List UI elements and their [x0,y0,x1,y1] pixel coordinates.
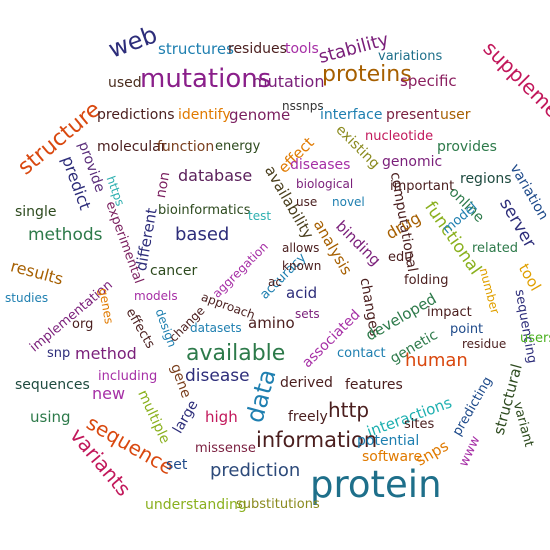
cloud-word: bioinformatics [158,203,251,218]
cloud-word: single [15,204,57,220]
cloud-word: org [72,317,94,332]
cloud-word: results [8,256,66,289]
cloud-word: predictions [97,107,175,123]
cloud-word: nucleotide [365,129,434,144]
cloud-word: high [205,408,238,426]
cloud-word: sites [404,417,435,432]
cloud-word: present [386,107,440,123]
cloud-word: variations [378,49,443,64]
cloud-word: sequences [15,377,90,393]
cloud-word: web [104,20,161,64]
cloud-word: http [328,398,370,422]
cloud-word: genomic [382,154,443,170]
cloud-word: derived [280,375,333,391]
cloud-word: genes [96,286,117,326]
cloud-word: mutation [252,72,325,91]
cloud-word: sequencing [511,288,540,365]
cloud-word: identify [178,107,231,123]
cloud-word: available [186,341,286,366]
cloud-word: folding [404,273,449,288]
cloud-word: new [92,384,126,403]
cloud-word: using [30,408,71,426]
cloud-word: datasets [190,321,242,335]
cloud-word: database [178,166,253,185]
cloud-word: regions [460,171,512,187]
cloud-word: structures [158,40,234,58]
cloud-word: based [175,224,230,245]
cloud-word: substitutions [236,497,320,512]
cloud-word: variant [509,400,537,449]
cloud-word: ac [268,275,282,289]
cloud-word: non [152,170,174,200]
cloud-word: novel [332,195,365,209]
cloud-word: use [296,195,318,209]
cloud-word: contact [337,346,386,361]
cloud-word: used [108,75,142,91]
cloud-word: mutations [140,64,272,94]
cloud-word: point [450,322,484,337]
cloud-word: nssnps [282,99,324,113]
cloud-word: sets [295,307,320,321]
cloud-word: diseases [290,157,351,173]
cloud-word: function [157,139,215,155]
cloud-word: snp [47,346,71,361]
cloud-word: www [456,433,484,470]
cloud-word: proteins [322,62,412,87]
cloud-word: allows [282,241,320,255]
cloud-word: acid [286,284,318,302]
cloud-word: prediction [210,460,301,481]
cloud-word: method [75,344,137,363]
cloud-word: freely [288,409,328,425]
cloud-word: number [476,266,503,316]
cloud-word: cancer [150,263,198,279]
cloud-word: missense [195,441,256,456]
cloud-word: models [134,289,178,303]
cloud-word: amino [248,314,295,332]
cloud-word: known [282,259,322,273]
cloud-word: protein [310,463,442,506]
cloud-word: large [169,397,202,437]
cloud-word: important [390,179,455,194]
cloud-word: residues [228,41,287,57]
cloud-word: user [440,107,471,123]
cloud-word: software [362,449,423,465]
cloud-word: provides [437,139,497,155]
cloud-word: related [472,241,518,256]
cloud-word: predicting [449,374,496,439]
cloud-word: residue [462,337,507,351]
cloud-word: energy [215,139,261,154]
cloud-word: information [256,428,378,452]
cloud-word: tools [285,41,319,57]
cloud-word: including [98,369,158,384]
cloud-word: studies [5,291,49,305]
cloud-word: disease [185,366,250,386]
cloud-word: set [166,457,188,473]
cloud-word: genome [229,106,291,124]
cloud-word: edu [388,250,413,265]
cloud-word: understanding [145,497,247,513]
cloud-word: molecular [97,139,167,155]
cloud-word: test [248,209,272,223]
cloud-word: potential [357,433,420,449]
cloud-word: interface [320,107,383,123]
cloud-word: biological [296,177,354,191]
cloud-word: impact [427,305,472,320]
cloud-word: methods [28,225,103,245]
cloud-word: specific [400,72,457,90]
cloud-word: human [405,350,468,371]
cloud-word: features [345,377,403,393]
